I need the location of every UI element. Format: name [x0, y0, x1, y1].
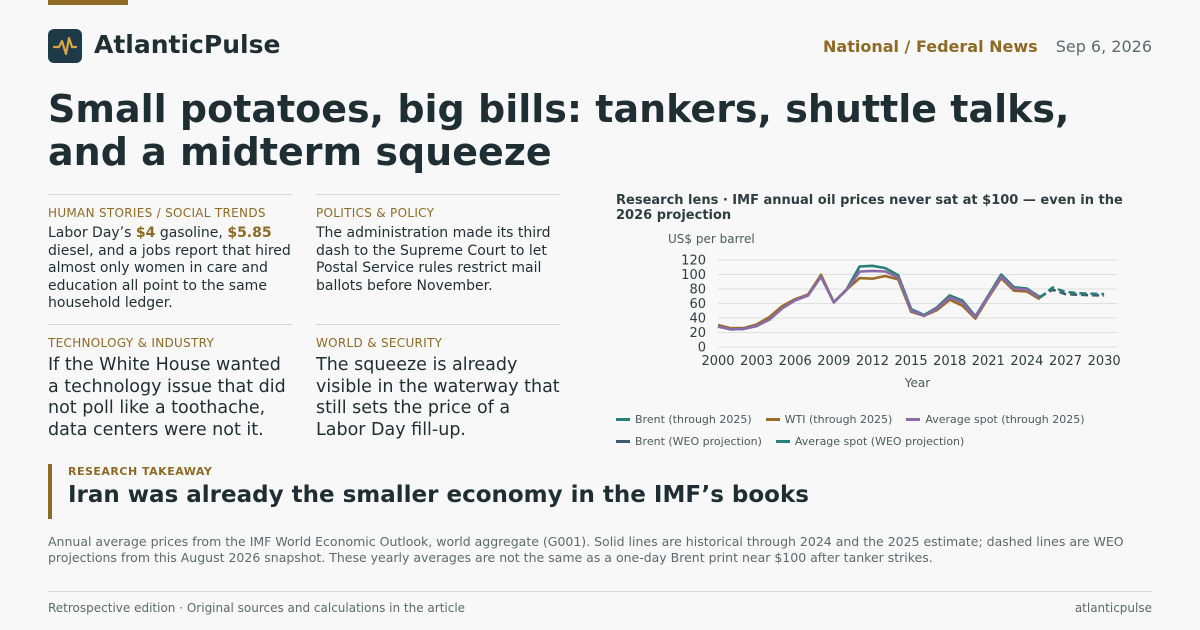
x-axis-label: Year — [904, 376, 930, 390]
legend-label: Brent (WEO projection) — [635, 434, 762, 448]
x-tick-label: 2018 — [933, 354, 966, 369]
research-takeaway: RESEARCH TAKEAWAY Iran was already the s… — [48, 464, 809, 519]
x-tick-label: 2009 — [817, 354, 850, 369]
card-text: Labor Day’s $4 gasoline, $5.85 diesel, a… — [48, 225, 291, 311]
legend-label: Brent (through 2025) — [635, 412, 752, 426]
headline: Small potatoes, big bills: tankers, shut… — [48, 87, 1070, 174]
footer-edition: Retrospective edition · Original sources… — [48, 601, 466, 615]
legend-item[interactable]: Average spot (WEO projection) — [775, 434, 965, 448]
y-tick-label: 40 — [689, 312, 706, 327]
chart-title: Research lens · IMF annual oil prices ne… — [616, 193, 1123, 223]
card-kicker: TECHNOLOGY & INDUSTRY — [48, 336, 215, 350]
legend-item[interactable]: Brent (WEO projection) — [616, 435, 762, 448]
card-text: The administration made its third dash t… — [316, 225, 551, 294]
legend-item[interactable]: WTI (through 2025) — [765, 412, 893, 426]
legend-swatch — [616, 417, 630, 421]
x-tick-label: 2006 — [779, 354, 812, 369]
series-line — [1039, 288, 1105, 299]
card-text: The squeeze is already visible in the wa… — [316, 355, 560, 440]
x-tick-label: 2027 — [1049, 354, 1082, 369]
card-kicker: WORLD & SECURITY — [316, 336, 443, 350]
x-tick-label: 2021 — [972, 354, 1005, 369]
takeaway-kicker: RESEARCH TAKEAWAY — [68, 465, 213, 478]
x-tick-label: 2024 — [1010, 354, 1043, 369]
y-tick-label: 100 — [681, 268, 706, 283]
x-tick-label: 2030 — [1088, 354, 1121, 369]
footer: Retrospective edition · Original sources… — [48, 591, 1152, 615]
series-line — [717, 269, 1041, 331]
y-tick-label: 60 — [689, 297, 706, 312]
accent-bar — [48, 0, 128, 5]
legend-label: Average spot (WEO projection) — [794, 434, 965, 448]
legend-swatch — [775, 439, 790, 443]
card-human-stories[interactable]: HUMAN STORIES / SOCIAL TRENDS Labor Day’… — [48, 194, 292, 313]
legend-item[interactable]: Brent (through 2025) — [616, 413, 752, 426]
y-tick-label: 0 — [698, 341, 706, 356]
methodology-note: Annual average prices from the IMF World… — [48, 534, 1124, 565]
card-kicker: HUMAN STORIES / SOCIAL TRENDS — [48, 206, 266, 220]
card-text: If the White House wanted a technology i… — [48, 355, 286, 440]
series-line — [1038, 286, 1105, 299]
x-tick-label: 2000 — [701, 354, 734, 369]
legend-label: WTI (through 2025) — [784, 412, 893, 426]
legend-row: Brent (through 2025) WTI (through 2025) Av… — [616, 408, 1156, 430]
legend-label: Average spot (through 2025) — [925, 412, 1085, 426]
y-axis-label: US$ per barrel — [668, 232, 755, 246]
legend-item[interactable]: Average spot (through 2025) — [906, 412, 1085, 426]
legend-row: Brent (WEO projection) Average spot (WEO … — [616, 430, 1156, 452]
y-tick-label: 120 — [681, 254, 706, 269]
brand-name[interactable]: AtlanticPulse — [94, 30, 281, 59]
x-tick-label: 2012 — [856, 354, 889, 369]
legend-swatch — [765, 417, 780, 421]
card-technology[interactable]: TECHNOLOGY & INDUSTRY If the White House… — [48, 324, 292, 441]
y-tick-label: 20 — [689, 326, 706, 341]
x-tick-label: 2015 — [895, 354, 928, 369]
card-world[interactable]: WORLD & SECURITY The squeeze is already … — [316, 324, 560, 441]
footer-site[interactable]: atlanticpulse — [1074, 601, 1152, 615]
publish-date: Sep 6, 2026 — [1055, 37, 1152, 56]
pulse-icon[interactable] — [48, 29, 82, 63]
card-kicker: POLITICS & POLICY — [316, 206, 435, 220]
legend-swatch — [906, 417, 921, 421]
card-politics[interactable]: POLITICS & POLICY The administration mad… — [316, 194, 560, 295]
takeaway-headline[interactable]: Iran was already the smaller economy in … — [68, 482, 809, 508]
x-tick-label: 2003 — [740, 354, 773, 369]
chart-legend: Brent (through 2025) WTI (through 2025) Av… — [616, 408, 1156, 452]
section-link[interactable]: National / Federal News — [823, 37, 1038, 56]
y-tick-label: 80 — [689, 283, 706, 298]
legend-swatch — [616, 439, 630, 443]
